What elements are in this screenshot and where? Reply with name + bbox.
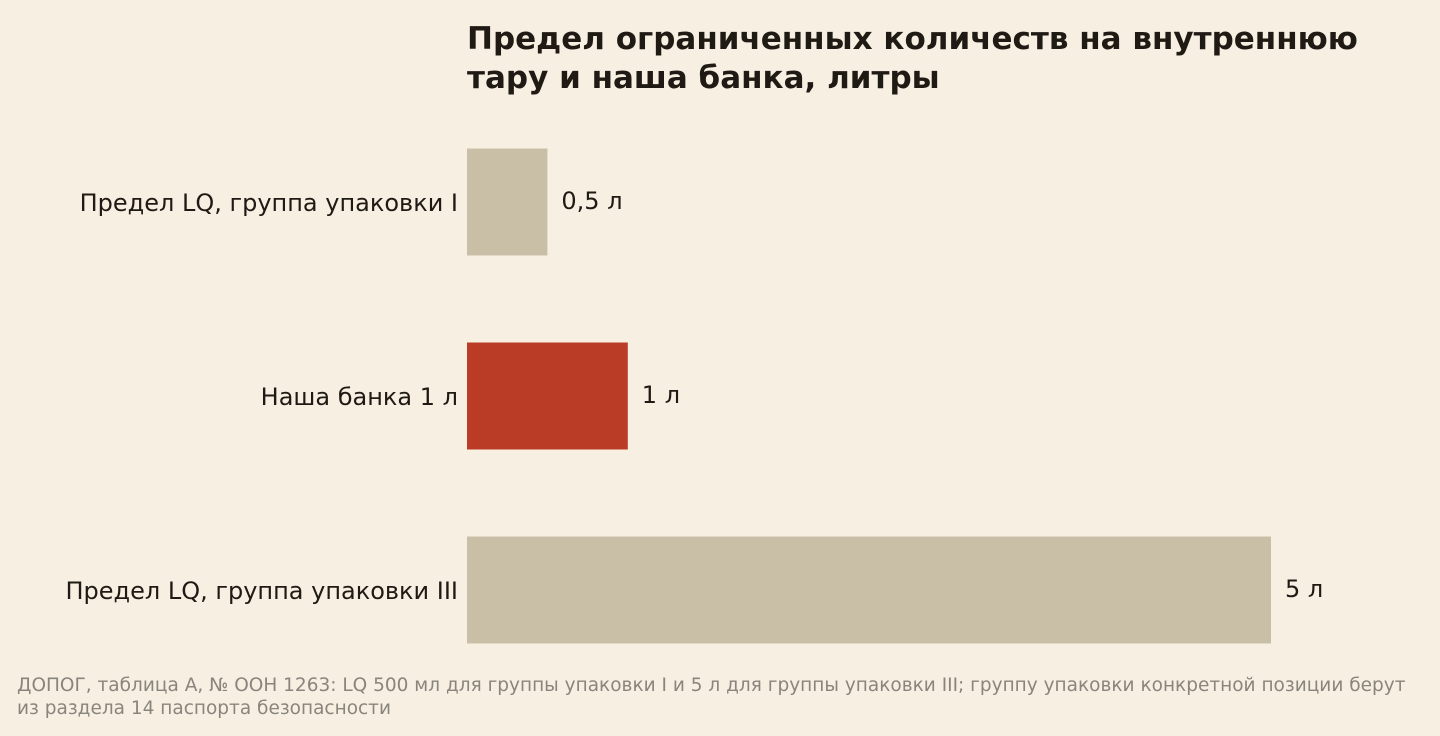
value-label: 1 л (642, 381, 680, 409)
value-label: 5 л (1285, 575, 1323, 603)
chart-title: Предел ограниченных количеств на внутрен… (467, 21, 1358, 96)
category-label: Предел LQ, группа упаковки I (80, 189, 458, 217)
value-label: 0,5 л (561, 187, 622, 215)
footnote: ДОПОГ, таблица А, № ООН 1263: LQ 500 мл … (17, 675, 1406, 719)
category-label: Наша банка 1 л (261, 383, 458, 411)
category-label: Предел LQ, группа упаковки III (65, 577, 458, 605)
bar (467, 536, 1271, 644)
bar (467, 148, 548, 256)
bar (467, 342, 628, 450)
